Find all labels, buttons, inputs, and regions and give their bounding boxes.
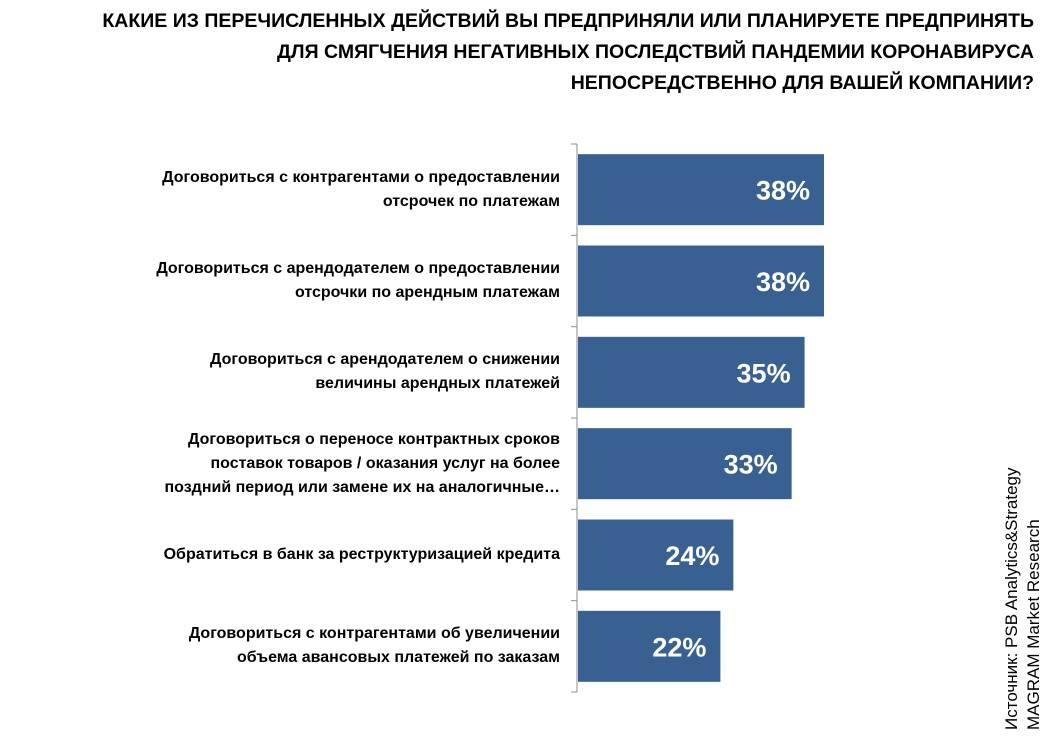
data-label: 22% bbox=[652, 632, 706, 662]
source-line-1: Источник: PSB Analytics&Strategy bbox=[1002, 467, 1021, 731]
bar bbox=[578, 519, 734, 591]
category-label-line: отсрочки по арендным платежам bbox=[294, 284, 560, 301]
category-label: Договориться с арендодателем о снижении в… bbox=[40, 348, 560, 396]
bar bbox=[578, 154, 824, 226]
data-label: 35% bbox=[737, 358, 791, 388]
data-label: 38% bbox=[756, 176, 810, 206]
category-label-line: поставок товаров / оказания услуг на бол… bbox=[210, 454, 560, 472]
category-label-line: отсрочек по платежам bbox=[382, 192, 560, 210]
category-label-line: поздний период или замене их на аналогич… bbox=[164, 478, 560, 496]
category-label: Договориться с арендодателем о предостав… bbox=[40, 257, 560, 305]
chart-title-line-2: ДЛЯ СМЯГЧЕНИЯ НЕГАТИВНЫХ ПОСЛЕДСТВИЙ ПАН… bbox=[277, 41, 1034, 63]
bar bbox=[578, 428, 792, 500]
category-label-line: Договориться с контрагентами о предостав… bbox=[162, 168, 560, 186]
data-label: 33% bbox=[724, 450, 778, 480]
category-label: Обратиться в банк за реструктуризацией к… bbox=[40, 543, 560, 567]
category-label-line: величины арендных платежей bbox=[315, 375, 560, 393]
category-label-line: Договориться с контрагентами об увеличен… bbox=[188, 625, 560, 643]
chart-title-line-1: КАКИЕ ИЗ ПЕРЕЧИСЛЕННЫХ ДЕЙСТВИЙ ВЫ ПРЕДП… bbox=[102, 10, 1034, 32]
category-label: Договориться с контрагентами о предостав… bbox=[40, 166, 560, 214]
category-label-line: Договориться с арендодателем о предостав… bbox=[156, 260, 560, 277]
bar bbox=[578, 245, 824, 317]
source-note: Источник: PSB Analytics&Strategy MAGRAM … bbox=[1001, 30, 1045, 731]
category-label-line: объема авансовых платежей по заказам bbox=[236, 649, 560, 667]
source-line-2: MAGRAM Market Research bbox=[1024, 519, 1043, 730]
bar bbox=[578, 336, 805, 408]
chart-title-line-3: НЕПОСРЕДСТВЕННО ДЛЯ ВАШЕЙ КОМПАНИИ? bbox=[570, 72, 1034, 94]
data-label: 24% bbox=[665, 541, 719, 571]
category-label-line: Обратиться в банк за реструктуризацией к… bbox=[163, 546, 560, 563]
bar bbox=[578, 610, 721, 682]
data-label: 38% bbox=[756, 267, 810, 297]
category-label-line: Договориться с арендодателем о снижении bbox=[210, 351, 560, 369]
category-label: Договориться о переносе контрактных срок… bbox=[40, 428, 560, 500]
category-label: Договориться с контрагентами об увеличен… bbox=[40, 622, 560, 670]
chart-title: КАКИЕ ИЗ ПЕРЕЧИСЛЕННЫХ ДЕЙСТВИЙ ВЫ ПРЕДП… bbox=[14, 6, 1034, 99]
category-label-line: Договориться о переносе контрактных срок… bbox=[188, 430, 560, 448]
